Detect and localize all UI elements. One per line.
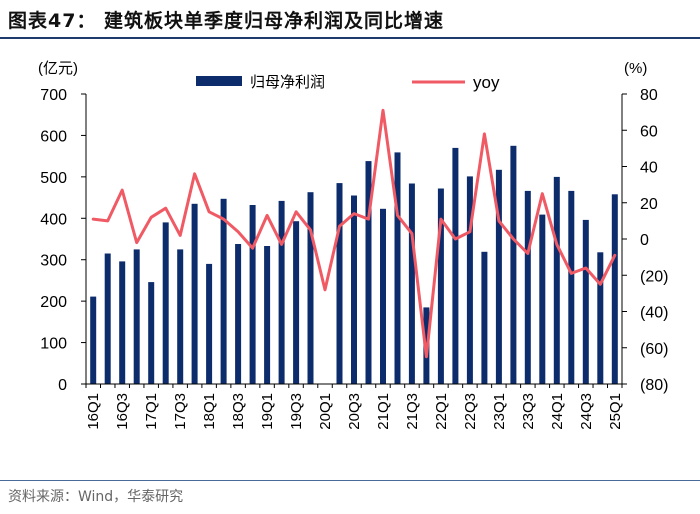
bar-16Q4 bbox=[133, 249, 140, 384]
bar-24Q4 bbox=[597, 252, 604, 384]
bar-23Q2 bbox=[510, 145, 517, 384]
x-tick-label: 17Q1 bbox=[143, 393, 160, 430]
bar-23Q4 bbox=[539, 214, 546, 384]
x-tick-label: 22Q3 bbox=[462, 393, 479, 430]
x-tick-label: 19Q1 bbox=[259, 393, 276, 430]
bar-16Q1 bbox=[90, 296, 97, 384]
bar-24Q1 bbox=[553, 176, 560, 384]
bar-19Q1 bbox=[264, 246, 271, 384]
title-divider bbox=[0, 37, 700, 39]
left-tick-label: 100 bbox=[40, 336, 67, 353]
bar-17Q3 bbox=[177, 249, 184, 384]
bar-19Q3 bbox=[293, 221, 300, 384]
bar-19Q2 bbox=[278, 200, 285, 384]
x-tick-label: 18Q1 bbox=[201, 393, 218, 430]
left-tick-label: 400 bbox=[40, 211, 67, 228]
bar-17Q4 bbox=[191, 203, 198, 384]
bar-17Q2 bbox=[162, 222, 169, 384]
left-tick-label: 600 bbox=[40, 128, 67, 145]
bar-23Q1 bbox=[495, 169, 502, 384]
right-tick-label: (20) bbox=[640, 268, 668, 285]
bar-21Q3 bbox=[408, 183, 415, 384]
x-tick-label: 22Q1 bbox=[433, 393, 450, 430]
bar-24Q2 bbox=[568, 190, 575, 384]
x-tick-label: 16Q3 bbox=[114, 393, 131, 430]
x-tick-label: 21Q3 bbox=[404, 393, 421, 430]
left-tick-label: 0 bbox=[58, 377, 67, 394]
bar-18Q1 bbox=[206, 263, 213, 384]
x-tick-label: 23Q1 bbox=[491, 393, 508, 430]
legend-line-label: yoy bbox=[473, 73, 500, 92]
bar-21Q1 bbox=[380, 208, 386, 384]
x-tick-label: 24Q3 bbox=[578, 393, 595, 430]
source-divider bbox=[0, 480, 700, 481]
bar-22Q2 bbox=[452, 147, 459, 384]
bar-25Q1 bbox=[611, 194, 618, 384]
x-tick-label: 18Q3 bbox=[230, 393, 247, 430]
bar-16Q2 bbox=[104, 253, 111, 384]
bar-24Q3 bbox=[582, 219, 589, 384]
left-tick-label: 700 bbox=[40, 87, 67, 104]
right-unit-label: (%) bbox=[624, 60, 647, 77]
bar-20Q3 bbox=[351, 195, 357, 384]
bar-20Q2 bbox=[336, 183, 343, 384]
x-tick-label: 24Q1 bbox=[549, 393, 566, 430]
figure-title: 图表47： 建筑板块单季度归母净利润及同比增速 bbox=[8, 10, 445, 32]
left-tick-label: 200 bbox=[40, 294, 67, 311]
right-tick-label: 0 bbox=[640, 232, 649, 249]
bar-21Q2 bbox=[394, 152, 401, 384]
x-tick-label: 21Q1 bbox=[375, 393, 392, 430]
bar-20Q4 bbox=[365, 161, 372, 384]
bar-22Q1 bbox=[437, 188, 444, 384]
right-tick-label: 20 bbox=[640, 196, 658, 213]
source-note: 资料来源：Wind，华泰研究 bbox=[8, 489, 184, 505]
bar-16Q3 bbox=[119, 261, 126, 384]
bar-18Q4 bbox=[249, 205, 256, 384]
bar-22Q3 bbox=[466, 176, 473, 384]
bar-17Q1 bbox=[148, 282, 155, 384]
x-tick-label: 20Q1 bbox=[317, 393, 334, 430]
legend-bar-swatch bbox=[196, 76, 242, 86]
bar-22Q4 bbox=[481, 251, 488, 384]
bar-23Q3 bbox=[524, 190, 531, 384]
x-tick-label: 16Q1 bbox=[85, 393, 102, 430]
x-tick-label: 19Q3 bbox=[288, 393, 305, 430]
x-tick-label: 25Q1 bbox=[607, 393, 624, 430]
right-tick-label: 60 bbox=[640, 123, 658, 140]
bar-18Q3 bbox=[235, 244, 242, 384]
right-tick-label: 40 bbox=[640, 160, 658, 177]
x-tick-label: 23Q3 bbox=[520, 393, 537, 430]
left-tick-label: 300 bbox=[40, 253, 67, 270]
left-tick-label: 500 bbox=[40, 170, 67, 187]
bar-19Q4 bbox=[307, 192, 314, 384]
x-tick-label: 20Q3 bbox=[346, 393, 363, 430]
right-tick-label: (60) bbox=[640, 341, 668, 358]
right-tick-label: (40) bbox=[640, 305, 668, 322]
legend-bar-label: 归母净利润 bbox=[250, 74, 325, 91]
x-tick-label: 17Q3 bbox=[172, 393, 189, 430]
right-tick-label: 80 bbox=[640, 87, 658, 104]
right-tick-label: (80) bbox=[640, 377, 668, 394]
left-unit-label: (亿元) bbox=[38, 60, 78, 77]
bar-18Q2 bbox=[220, 198, 227, 384]
chart: 0 100 200 300 400 500 600 700 (80) (60) (40) (20) 0 2… bbox=[38, 60, 668, 430]
